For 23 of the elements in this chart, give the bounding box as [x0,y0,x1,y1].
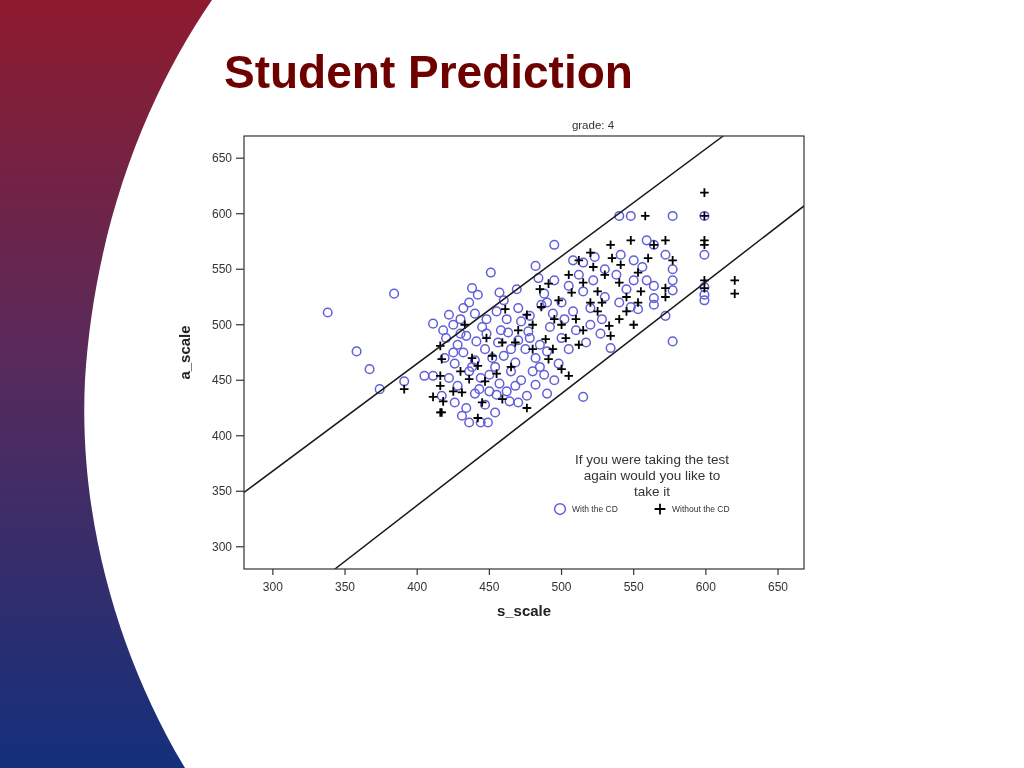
x-tick-label: 550 [623,580,645,594]
x-tick-label: 600 [695,580,717,594]
x-tick-label: 650 [768,580,789,594]
chart-title: Student Prediction [224,46,633,98]
x-tick-label: 350 [335,580,356,594]
y-tick-label: 500 [211,317,233,332]
y-tick-label: 350 [211,484,233,499]
y-tick-label: 400 [211,428,233,443]
legend-label: Without the CD [672,504,730,514]
chart-subtitle: grade: 4 [571,119,615,131]
x-axis-title: s_scale [496,602,552,619]
y-tick-label: 650 [211,151,233,166]
y-tick-label: 450 [211,373,233,388]
x-tick-label: 400 [407,580,428,594]
x-tick-label: 450 [479,580,500,594]
y-axis-title: a_scale [176,325,193,380]
legend-label: With the CD [572,504,618,514]
y-tick-label: 600 [211,206,233,221]
y-tick-label: 550 [211,262,233,277]
x-tick-label: 500 [551,580,572,594]
x-tick-label: 300 [262,580,284,594]
legend-title: If you were taking the test again would you like to take it [575,452,730,499]
y-tick-label: 300 [211,539,233,554]
